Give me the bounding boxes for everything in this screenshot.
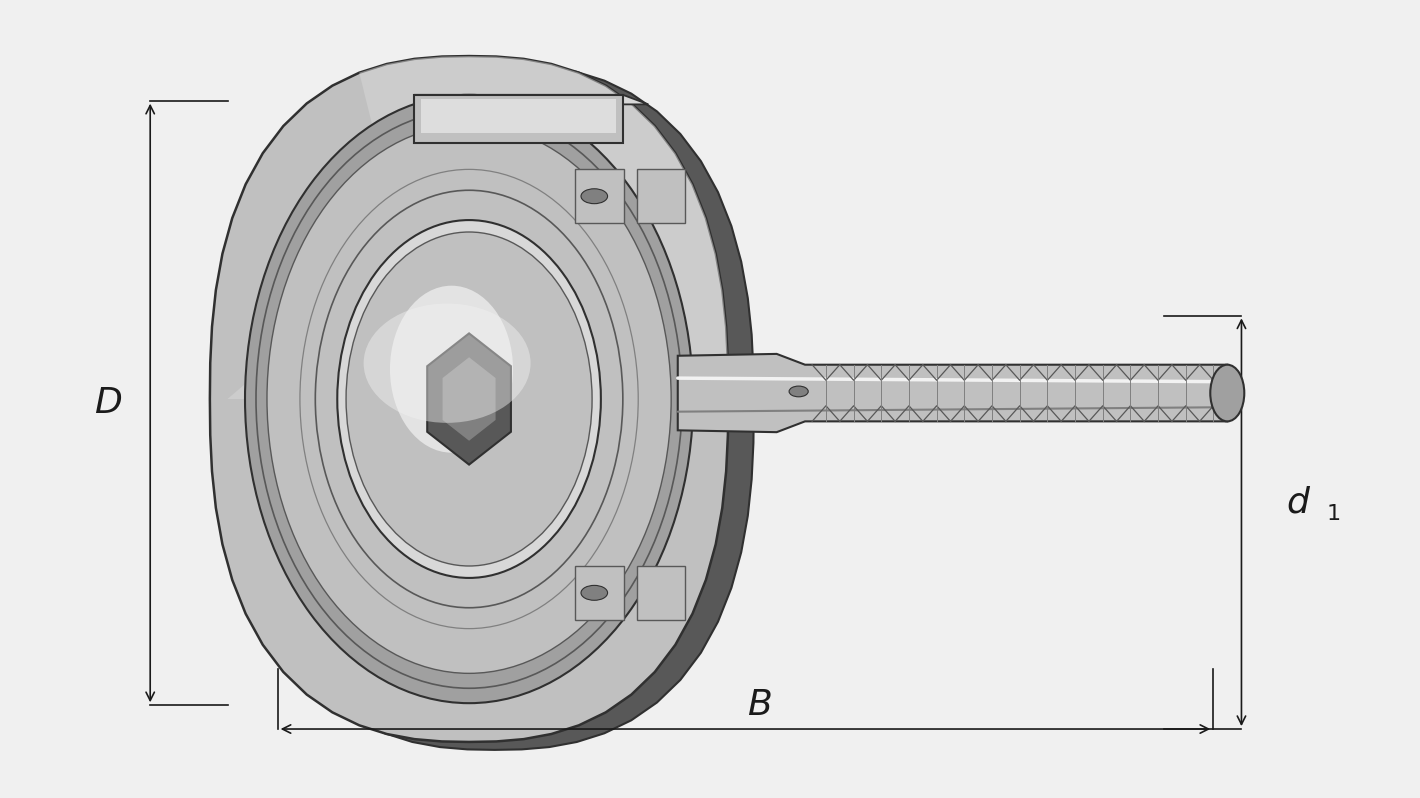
Ellipse shape (391, 286, 513, 452)
Ellipse shape (346, 232, 592, 566)
Text: B: B (747, 688, 772, 722)
Polygon shape (210, 56, 728, 742)
Polygon shape (677, 354, 1227, 433)
Circle shape (790, 386, 808, 397)
Text: 1: 1 (1326, 504, 1340, 524)
Ellipse shape (246, 95, 693, 703)
Ellipse shape (338, 220, 601, 578)
Circle shape (581, 586, 608, 600)
Polygon shape (442, 357, 496, 441)
Polygon shape (422, 99, 616, 133)
Polygon shape (415, 95, 649, 105)
Text: d: d (1287, 485, 1309, 519)
Polygon shape (227, 56, 728, 399)
Polygon shape (575, 169, 623, 223)
Text: D: D (94, 386, 122, 420)
Ellipse shape (1210, 365, 1244, 421)
Ellipse shape (364, 303, 531, 423)
Polygon shape (638, 566, 686, 620)
Polygon shape (427, 334, 511, 464)
Polygon shape (236, 64, 754, 750)
Polygon shape (638, 169, 686, 223)
Polygon shape (415, 95, 623, 143)
Ellipse shape (267, 124, 672, 674)
Polygon shape (575, 566, 623, 620)
Circle shape (581, 189, 608, 203)
